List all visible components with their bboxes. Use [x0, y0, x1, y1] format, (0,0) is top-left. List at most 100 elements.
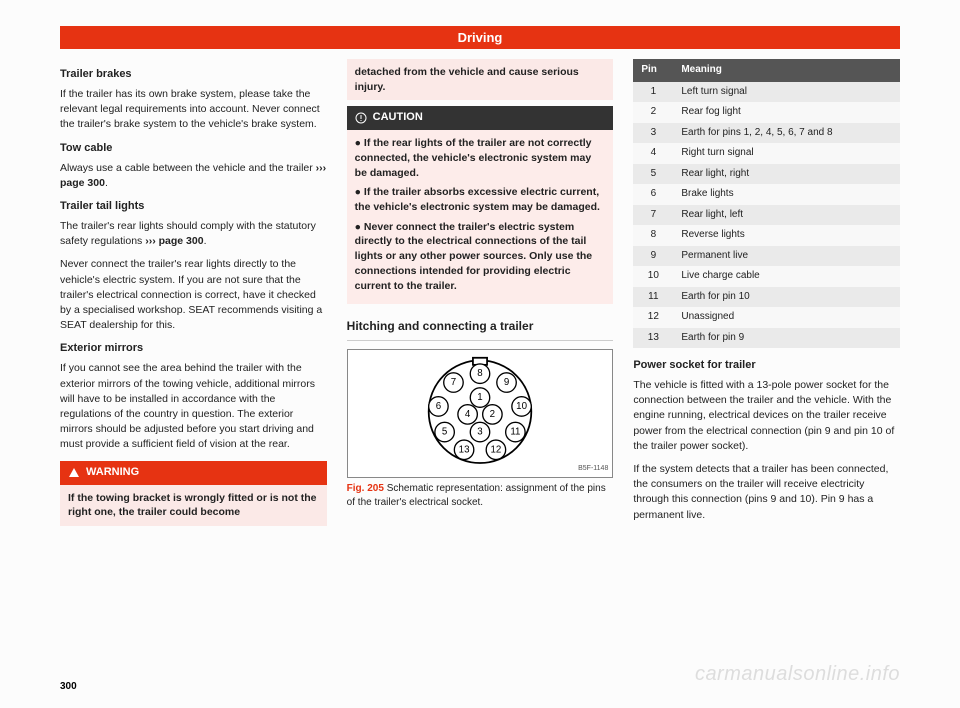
heading-mirrors: Exterior mirrors: [60, 341, 327, 357]
pin-label: 2: [490, 408, 495, 419]
cell-meaning: Earth for pin 10: [673, 287, 900, 308]
cell-pin: 13: [633, 328, 673, 349]
caution-circle-icon: [355, 112, 367, 124]
page-number: 300: [60, 681, 77, 692]
caution-bullet-2: ● If the trailer absorbs excessive elect…: [355, 185, 606, 214]
warning-box-cont: detached from the vehicle and cause seri…: [347, 59, 614, 100]
manual-page: Driving Trailer brakes If the trailer ha…: [0, 0, 960, 708]
pin-label: 6: [436, 401, 441, 412]
para-tow-cable: Always use a cable between the vehicle a…: [60, 161, 327, 191]
para-mirrors: If you cannot see the area behind the tr…: [60, 361, 327, 452]
cell-pin: 7: [633, 205, 673, 226]
pin-label: 10: [516, 401, 527, 412]
caution-bullet-3: ● Never connect the trailer's electric s…: [355, 220, 606, 293]
cell-meaning: Unassigned: [673, 307, 900, 328]
cell-meaning: Live charge cable: [673, 266, 900, 287]
warning-title: WARNING: [86, 465, 139, 481]
cell-pin: 1: [633, 82, 673, 103]
section-hitching: Hitching and connecting a trailer: [347, 318, 614, 340]
pin-label: 9: [504, 377, 509, 388]
figure-code: B5F-1148: [578, 464, 608, 474]
warning-header: WARNING: [60, 461, 327, 485]
cell-meaning: Rear fog light: [673, 102, 900, 123]
table-row: 10Live charge cable: [633, 266, 900, 287]
cell-meaning: Permanent live: [673, 246, 900, 267]
cell-pin: 3: [633, 123, 673, 144]
column-3: Pin Meaning 1Left turn signal2Rear fog l…: [633, 59, 900, 708]
cell-pin: 11: [633, 287, 673, 308]
table-row: 13Earth for pin 9: [633, 328, 900, 349]
para-socket-1: The vehicle is fitted with a 13-pole pow…: [633, 378, 900, 454]
table-row: 11Earth for pin 10: [633, 287, 900, 308]
pin-label: 11: [510, 426, 520, 437]
pin-label: 13: [459, 444, 470, 455]
cell-meaning: Rear light, right: [673, 164, 900, 185]
pin-label: 7: [451, 377, 456, 388]
cell-meaning: Left turn signal: [673, 82, 900, 103]
chapter-header: Driving: [60, 26, 900, 49]
text: Always use a cable between the vehicle a…: [60, 162, 316, 174]
figure-text: Schematic representation: assignment of …: [347, 483, 606, 509]
cell-pin: 8: [633, 225, 673, 246]
table-row: 7Rear light, left: [633, 205, 900, 226]
th-pin: Pin: [633, 59, 673, 82]
table-row: 4Right turn signal: [633, 143, 900, 164]
caution-title: CAUTION: [373, 110, 423, 126]
table-row: 2Rear fog light: [633, 102, 900, 123]
text: .: [204, 235, 207, 247]
cell-pin: 4: [633, 143, 673, 164]
cell-pin: 12: [633, 307, 673, 328]
figure-caption: Fig. 205 Schematic representation: assig…: [347, 482, 614, 511]
table-row: 3Earth for pins 1, 2, 4, 5, 6, 7 and 8: [633, 123, 900, 144]
caution-bullet-1: ● If the rear lights of the trailer are …: [355, 136, 606, 180]
column-2: detached from the vehicle and cause seri…: [347, 59, 614, 708]
page-ref: ››› page 300: [145, 235, 203, 247]
table-row: 12Unassigned: [633, 307, 900, 328]
table-row: 6Brake lights: [633, 184, 900, 205]
heading-power-socket: Power socket for trailer: [633, 358, 900, 374]
warning-triangle-icon: [68, 467, 80, 479]
pin-label: 5: [442, 426, 447, 437]
table-row: 1Left turn signal: [633, 82, 900, 103]
th-meaning: Meaning: [673, 59, 900, 82]
heading-trailer-brakes: Trailer brakes: [60, 67, 327, 83]
pin-label: 3: [477, 426, 482, 437]
figure-number: Fig. 205: [347, 483, 384, 494]
para-socket-2: If the system detects that a trailer has…: [633, 462, 900, 523]
para-brakes: If the trailer has its own brake system,…: [60, 87, 327, 133]
cell-pin: 2: [633, 102, 673, 123]
cell-pin: 5: [633, 164, 673, 185]
warning-body: If the towing bracket is wrongly fitted …: [60, 485, 327, 526]
cell-meaning: Rear light, left: [673, 205, 900, 226]
pin-label: 4: [465, 408, 471, 419]
figure-connector: 8 9 7 10 6 11 5 12 13 1 4 2 3: [347, 349, 614, 478]
heading-tow-cable: Tow cable: [60, 141, 327, 157]
content-columns: Trailer brakes If the trailer has its ow…: [0, 49, 960, 708]
caution-header: CAUTION: [347, 106, 614, 130]
connector-diagram-icon: 8 9 7 10 6 11 5 12 13 1 4 2 3: [390, 356, 570, 471]
pin-label: 1: [477, 392, 482, 403]
text: .: [105, 177, 108, 189]
column-1: Trailer brakes If the trailer has its ow…: [60, 59, 327, 708]
table-row: 9Permanent live: [633, 246, 900, 267]
table-row: 5Rear light, right: [633, 164, 900, 185]
para-tail-lights-1: The trailer's rear lights should comply …: [60, 219, 327, 249]
heading-tail-lights: Trailer tail lights: [60, 199, 327, 215]
cell-pin: 9: [633, 246, 673, 267]
caution-box: CAUTION ● If the rear lights of the trai…: [347, 106, 614, 304]
caution-body: ● If the rear lights of the trailer are …: [347, 130, 614, 304]
cell-pin: 6: [633, 184, 673, 205]
cell-meaning: Right turn signal: [673, 143, 900, 164]
warning-box: WARNING If the towing bracket is wrongly…: [60, 461, 327, 526]
pin-label: 8: [477, 368, 482, 379]
pin-table: Pin Meaning 1Left turn signal2Rear fog l…: [633, 59, 900, 348]
cell-pin: 10: [633, 266, 673, 287]
table-row: 8Reverse lights: [633, 225, 900, 246]
cell-meaning: Brake lights: [673, 184, 900, 205]
cell-meaning: Earth for pins 1, 2, 4, 5, 6, 7 and 8: [673, 123, 900, 144]
cell-meaning: Earth for pin 9: [673, 328, 900, 349]
cell-meaning: Reverse lights: [673, 225, 900, 246]
para-tail-lights-2: Never connect the trailer's rear lights …: [60, 257, 327, 333]
pin-label: 12: [491, 444, 502, 455]
warning-body-cont: detached from the vehicle and cause seri…: [347, 59, 614, 100]
